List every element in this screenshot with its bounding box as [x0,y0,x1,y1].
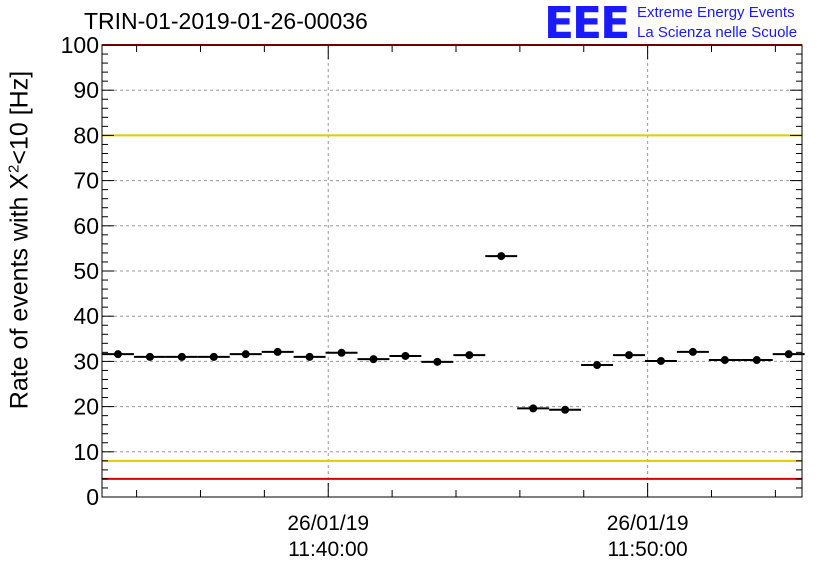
data-point [401,351,410,360]
data-point [688,347,697,356]
data-point [177,352,186,361]
data-point [529,404,538,413]
data-point [145,352,154,361]
data-point [305,352,314,361]
brand-line-1: Extreme Energy Events [637,4,795,21]
x-tick-label: 26/01/19 11:50:00 [607,511,689,563]
brand-line-2: La Scienza nelle Scuole [637,24,798,41]
y-tick-label: 50 [73,258,99,284]
data-point [561,405,570,414]
x-tick-date: 26/01/19 [287,512,370,535]
data-point [784,350,793,359]
data-point [593,361,602,370]
data-point [465,351,474,360]
data-point [752,356,761,365]
eee-logo: EEE [544,0,630,49]
y-tick-label: 70 [73,168,99,194]
y-tick-label: 100 [61,32,99,58]
data-point [369,355,378,364]
y-tick-label: 20 [73,394,99,420]
y-tick-label: 90 [73,77,99,103]
data-point [241,350,250,359]
chart-title: TRIN-01-2019-01-26-00036 [84,8,368,34]
y-tick-label: 80 [73,122,99,148]
data-point [624,351,633,360]
x-tick-time: 11:50:00 [607,538,688,561]
y-tick-label: 40 [73,303,99,329]
data-point [337,348,346,357]
data-point [273,347,282,356]
y-tick-label: 10 [73,439,99,465]
y-tick-label: 60 [73,213,99,239]
y-tick-label: 30 [73,348,99,374]
x-tick-date: 26/01/19 [606,512,689,535]
data-point [113,350,122,359]
data-point [433,357,442,366]
y-tick-label: 0 [86,484,99,510]
x-tick-label: 26/01/19 11:40:00 [287,511,369,563]
x-tick-time: 11:40:00 [288,538,369,561]
data-point [720,356,729,365]
data-point [497,252,506,261]
data-point [209,352,218,361]
data-point [656,356,665,365]
